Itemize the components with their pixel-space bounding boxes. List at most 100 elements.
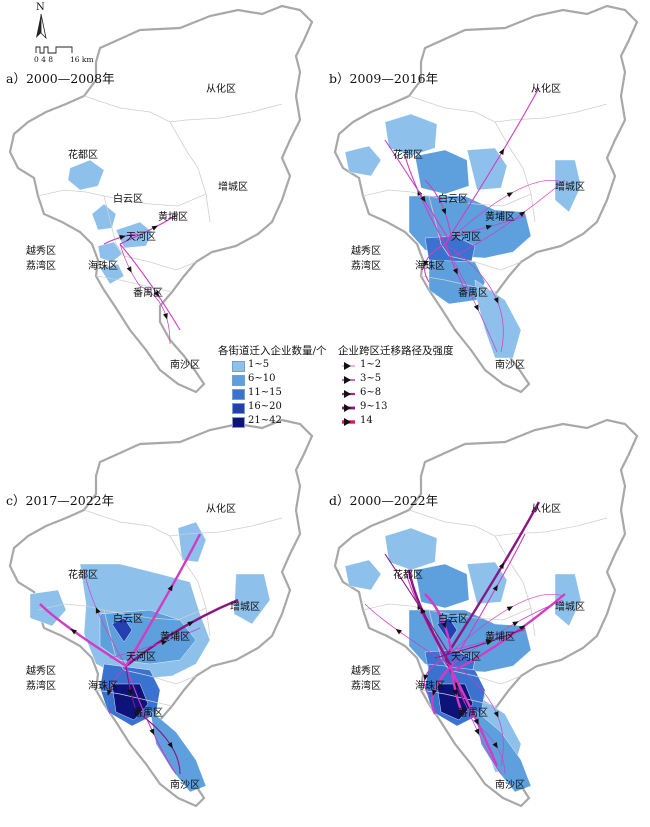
label-zengcheng: 增城区 [555,182,585,193]
street-fill-area [384,113,438,157]
migration-flow-line [424,179,452,237]
flow-arrow-icon [342,418,355,426]
flow-arrowhead [518,211,526,217]
street-fill-area [177,521,207,563]
label-huangpu: 黄埔区 [485,632,515,643]
district-border [510,103,608,121]
district-border [362,189,450,201]
flow-arrowhead [452,689,458,696]
label-baiyun: 白云区 [438,614,468,625]
district-border [103,195,125,257]
label-zengcheng: 增城区 [218,182,248,193]
legend-flow-label: 6~8 [360,387,382,398]
label-nansha: 南沙区 [495,780,525,791]
district-border [185,103,283,121]
legend-count-label: 1~5 [248,359,270,370]
district-border [448,607,532,621]
district-border [494,535,536,637]
district-border [123,193,207,207]
flow-arrowhead [423,260,429,267]
legend-count-label: 21~42 [248,415,282,426]
migration-flow-line [404,155,446,245]
migration-flow-line [450,665,502,775]
district-border [408,95,512,123]
scale-bar: 0 4 8 16 km [34,45,114,65]
street-fill-area [111,683,149,721]
panel-d: d）2000—2022年 从化区 花都区 白云区 增城区 黄埔区 天河区 越秀区… [325,414,650,827]
district-border [37,189,125,201]
district-border [95,275,173,293]
migration-flow-line [444,243,498,353]
flow-arrowhead [432,689,437,696]
district-border [408,509,512,537]
flow-arrow-icon [342,404,355,412]
flow-arrowhead [420,195,426,203]
north-arrow-icon [36,13,47,40]
street-fill-area [384,527,438,571]
label-panyu: 番禺区 [133,708,163,719]
label-huadu: 花都区 [393,570,423,581]
label-baiyun: 白云区 [438,194,468,205]
migration-flow-line [125,665,177,775]
legend-flow-label: 3~5 [360,373,382,384]
street-fill-area [233,573,271,625]
legend-count-title: 各街道迁入企业数量/个 [218,345,327,357]
label-liwan: 荔湾区 [26,261,56,272]
panel-c-map [8,418,314,808]
label-zengcheng: 增城区 [230,602,260,613]
label-nansha: 南沙区 [170,780,200,791]
street-fill-area [344,145,382,177]
street-fill-area [67,159,105,191]
migration-flow-line [119,243,181,331]
label-baiyun: 白云区 [113,614,143,625]
legend-swatch [232,389,245,400]
label-liwan: 荔湾区 [351,261,381,272]
flow-arrowhead [151,225,159,231]
panel-d-title: d）2000—2022年 [329,493,439,508]
migration-flow-line [454,179,566,257]
guangzhou-outline [8,4,314,394]
flow-arrowhead [127,689,133,696]
label-baiyun: 白云区 [113,194,143,205]
district-border [169,121,211,223]
street-fill-area [554,159,582,213]
migration-flow-line [125,598,239,667]
flow-arrowhead [473,718,479,725]
label-haizhu: 海珠区 [415,261,445,272]
flow-arrowhead [498,562,505,569]
panel-a: a）2000—2008年 从化区 花都区 白云区 增城区 黄埔区 天河区 越秀区… [0,0,325,413]
flow-arrowhead [518,625,526,631]
district-border [83,95,187,123]
flow-arrowhead [441,208,447,215]
flow-arrowhead [107,689,112,696]
label-liwan: 荔湾区 [351,681,381,692]
street-fill-area [91,203,117,231]
district-border [37,603,125,615]
label-tianhe: 天河区 [451,652,481,663]
flow-arrow-icon [342,390,355,398]
street-fill-area [344,559,382,591]
flow-arrowhead [492,741,498,749]
flow-arrowhead [395,628,402,635]
flow-arrow-icon [342,362,355,370]
flow-arrowhead [126,266,132,273]
district-border [123,669,197,685]
district-border [448,669,522,685]
district-border [448,255,522,271]
district-border [123,607,207,621]
flow-arrowhead [119,235,126,240]
legend-flow-label: 9~13 [360,401,388,412]
legend-swatch [232,417,245,428]
panel-b: b）2009—2016年 从化区 花都区 白云区 增城区 黄埔区 天河区 越秀区… [325,0,650,413]
district-border [169,535,211,637]
migration-flow-line [444,180,564,245]
district-border [510,517,608,535]
flow-arrowhead [485,640,493,646]
street-fill-area [466,147,508,191]
migration-flow-line [424,593,453,651]
label-haizhu: 海珠区 [415,681,445,692]
flow-arrowhead [493,297,499,304]
scale-unit: 16 km [70,55,94,64]
label-yuexiu: 越秀区 [26,666,56,677]
